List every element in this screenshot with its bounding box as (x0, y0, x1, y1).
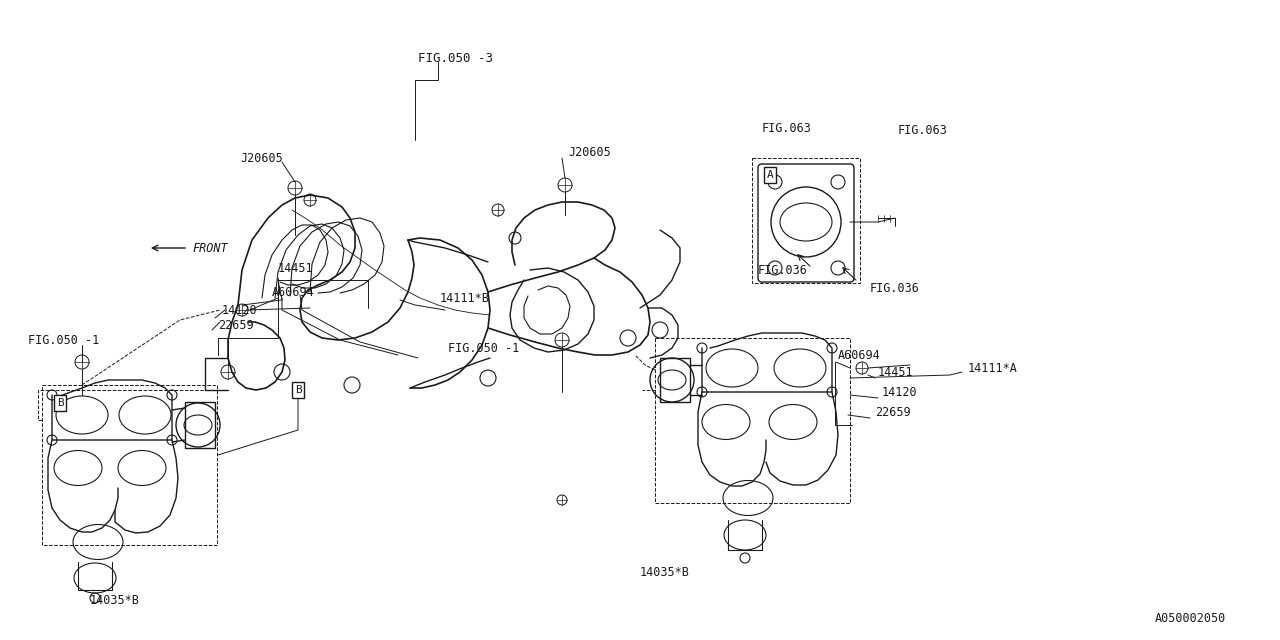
Text: A60694: A60694 (273, 285, 315, 298)
Text: 22659: 22659 (218, 319, 253, 332)
Text: 14035*B: 14035*B (90, 593, 140, 607)
Text: 14120: 14120 (221, 303, 257, 317)
Bar (186, 402, 215, 448)
Bar (753, 158, 860, 283)
Text: 14035*B: 14035*B (640, 566, 690, 579)
Bar (655, 338, 850, 503)
Text: FRONT: FRONT (192, 241, 228, 255)
Text: FIG.063: FIG.063 (762, 122, 812, 134)
Text: FIG.036: FIG.036 (758, 264, 808, 276)
Text: B: B (56, 398, 64, 408)
Text: J20605: J20605 (568, 145, 611, 159)
Text: FIG.050 -3: FIG.050 -3 (419, 51, 493, 65)
Text: A: A (767, 170, 773, 180)
Text: 14111*B: 14111*B (440, 291, 490, 305)
Text: FIG.063: FIG.063 (899, 124, 948, 136)
Text: B: B (294, 385, 301, 395)
Text: 14120: 14120 (882, 385, 918, 399)
Text: FIG.050 -1: FIG.050 -1 (448, 342, 520, 355)
Text: FIG.036: FIG.036 (870, 282, 920, 294)
Text: 14451: 14451 (878, 365, 914, 378)
Text: 14451: 14451 (278, 262, 314, 275)
Bar (660, 358, 690, 402)
Text: A60694: A60694 (838, 349, 881, 362)
Text: 22659: 22659 (876, 406, 910, 419)
Text: A050002050: A050002050 (1155, 611, 1226, 625)
Text: J20605: J20605 (241, 152, 283, 164)
Text: FIG.050 -1: FIG.050 -1 (28, 333, 100, 346)
Text: 14111*A: 14111*A (968, 362, 1018, 374)
Bar (42, 385, 218, 545)
